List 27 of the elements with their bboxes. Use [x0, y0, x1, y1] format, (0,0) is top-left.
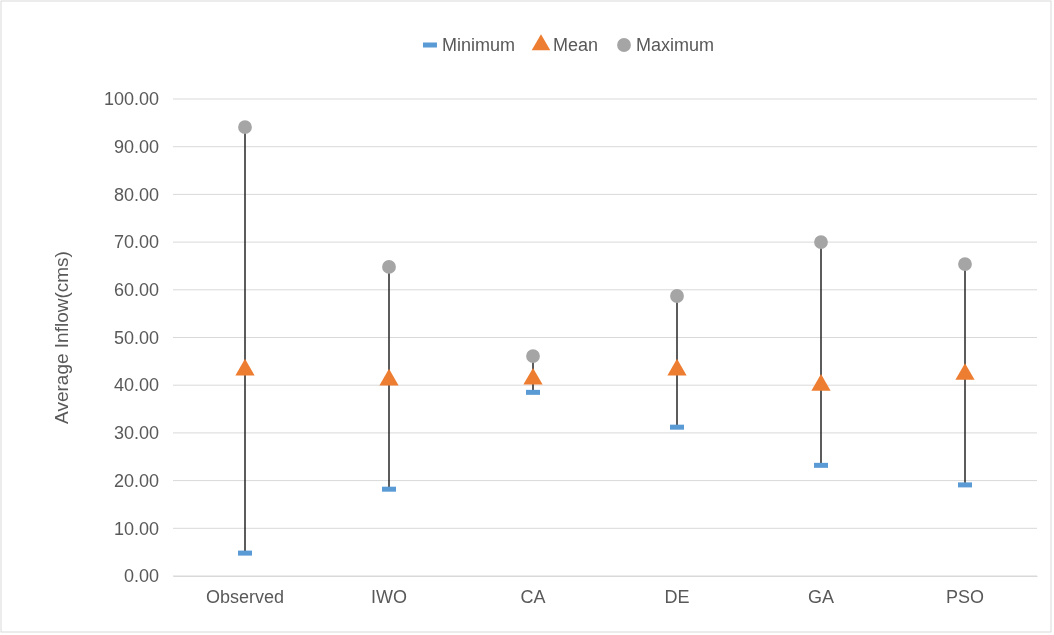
point: [382, 260, 396, 274]
x-tick-label: CA: [520, 586, 546, 607]
y-tick-label: 40.00: [113, 375, 159, 396]
y-tick-label: 80.00: [113, 184, 159, 205]
point: [238, 120, 252, 135]
x-tick-label: IWO: [371, 586, 407, 607]
point: [958, 257, 972, 271]
point: [814, 235, 828, 249]
point: [526, 349, 540, 363]
y-tick-label: 100.00: [103, 89, 159, 110]
y-tick-label: 50.00: [113, 327, 159, 348]
x-tick-label: PSO: [945, 586, 985, 607]
y-tick-label: 70.00: [113, 232, 159, 253]
x-tick-label: DE: [664, 586, 690, 607]
y-tick-label: 10.00: [113, 518, 159, 539]
x-tick-label: Observed: [205, 586, 285, 607]
y-tick-label: 30.00: [113, 423, 159, 444]
legend-label: Mean: [552, 35, 599, 55]
y-tick-label: 20.00: [113, 470, 159, 491]
x-tick-label: GA: [807, 586, 835, 607]
y-tick-label: 90.00: [113, 136, 159, 157]
y-tick-label: 0.00: [123, 566, 159, 587]
legend-label: Maximum: [636, 35, 715, 55]
legend-label: Minimum: [441, 35, 515, 55]
point: [670, 289, 684, 303]
y-axis-title: Average Inflow(cms): [51, 251, 72, 424]
y-tick-label: 60.00: [113, 280, 159, 301]
